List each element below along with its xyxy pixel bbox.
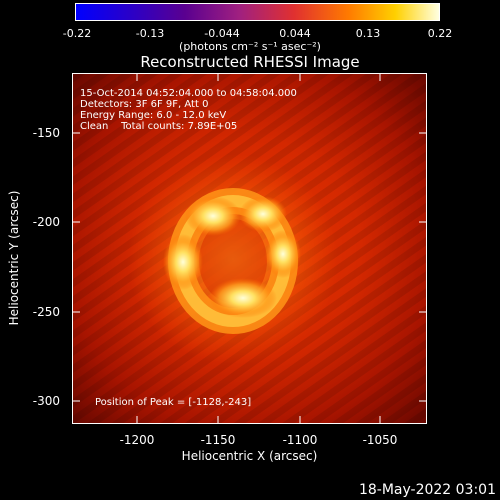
footer-date: 18-May-2022 03:01 [358, 482, 496, 498]
x-tick-label: -1100 [282, 433, 318, 447]
clean-counts: Clean Total counts: 7.89E+05 [80, 121, 238, 132]
x-tick-label: -1150 [200, 433, 236, 447]
colorbar-tick: -0.22 [62, 27, 92, 40]
colorbar-units: (photons cm⁻² s⁻¹ asec⁻²) [179, 40, 321, 53]
energy-range: Energy Range: 6.0 - 12.0 keV [80, 110, 227, 121]
image-title: Reconstructed RHESSI Image [140, 53, 360, 71]
y-tick-label: -300 [32, 394, 60, 408]
y-axis-label: Heliocentric Y (arcsec) [7, 190, 21, 326]
y-tick-label: -150 [32, 126, 60, 140]
obs-time: 15-Oct-2014 04:52:04.000 to 04:58:04.000 [80, 88, 297, 99]
peak-position: Position of Peak = [-1128,-243] [95, 397, 252, 408]
y-tick-label: -200 [32, 215, 60, 229]
colorbar-tick: 0.13 [355, 27, 381, 40]
detectors: Detectors: 3F 6F 9F, Att 0 [80, 99, 209, 110]
colorbar-tick: -0.13 [135, 27, 165, 40]
colorbar-tick: 0.044 [279, 27, 311, 40]
x-tick-label: -1200 [119, 433, 155, 447]
colorbar-tick: 0.22 [427, 27, 453, 40]
x-tick-label: -1050 [362, 433, 398, 447]
x-axis-label: Heliocentric X (arcsec) [181, 449, 318, 463]
colorbar [75, 3, 440, 21]
colorbar-tick: -0.044 [204, 27, 240, 40]
y-tick-label: -250 [32, 305, 60, 319]
solar-image [72, 73, 427, 424]
y-axis-label-wrap: Heliocentric Y (arcsec) [6, 178, 22, 338]
